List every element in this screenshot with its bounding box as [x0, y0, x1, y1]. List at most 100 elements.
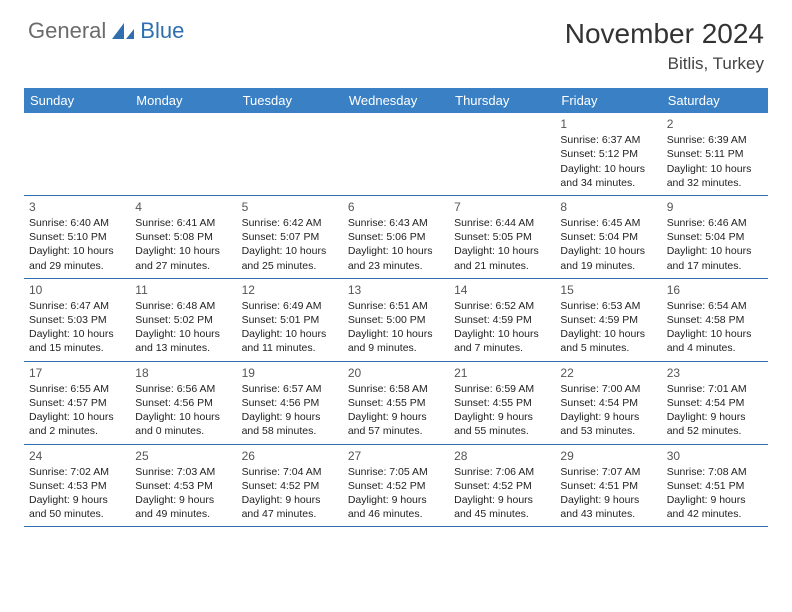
sunset-text: Sunset: 4:59 PM: [560, 313, 656, 327]
sunset-text: Sunset: 4:52 PM: [242, 479, 338, 493]
day-number: 15: [560, 282, 656, 298]
calendar: Sunday Monday Tuesday Wednesday Thursday…: [24, 88, 768, 527]
daylight-text: Daylight: 10 hours and 13 minutes.: [135, 327, 231, 355]
sunrise-text: Sunrise: 6:52 AM: [454, 299, 550, 313]
logo-text-general: General: [28, 18, 106, 44]
week-row: 1Sunrise: 6:37 AMSunset: 5:12 PMDaylight…: [24, 113, 768, 196]
day-number: 11: [135, 282, 231, 298]
day-number: 19: [242, 365, 338, 381]
day-cell: 26Sunrise: 7:04 AMSunset: 4:52 PMDayligh…: [237, 445, 343, 527]
day-cell: 2Sunrise: 6:39 AMSunset: 5:11 PMDaylight…: [662, 113, 768, 195]
day-cell: 3Sunrise: 6:40 AMSunset: 5:10 PMDaylight…: [24, 196, 130, 278]
day-cell: [343, 113, 449, 195]
sunrise-text: Sunrise: 6:49 AM: [242, 299, 338, 313]
sunrise-text: Sunrise: 6:40 AM: [29, 216, 125, 230]
week-row: 3Sunrise: 6:40 AMSunset: 5:10 PMDaylight…: [24, 196, 768, 279]
sunset-text: Sunset: 5:07 PM: [242, 230, 338, 244]
day-number: 6: [348, 199, 444, 215]
daylight-text: Daylight: 9 hours and 49 minutes.: [135, 493, 231, 521]
daylight-text: Daylight: 10 hours and 32 minutes.: [667, 162, 763, 190]
day-cell: [24, 113, 130, 195]
day-cell: 15Sunrise: 6:53 AMSunset: 4:59 PMDayligh…: [555, 279, 661, 361]
daylight-text: Daylight: 9 hours and 52 minutes.: [667, 410, 763, 438]
day-cell: 6Sunrise: 6:43 AMSunset: 5:06 PMDaylight…: [343, 196, 449, 278]
day-number: 23: [667, 365, 763, 381]
day-cell: 20Sunrise: 6:58 AMSunset: 4:55 PMDayligh…: [343, 362, 449, 444]
day-cell: 22Sunrise: 7:00 AMSunset: 4:54 PMDayligh…: [555, 362, 661, 444]
daylight-text: Daylight: 10 hours and 25 minutes.: [242, 244, 338, 272]
day-header: Thursday: [449, 88, 555, 113]
day-cell: 24Sunrise: 7:02 AMSunset: 4:53 PMDayligh…: [24, 445, 130, 527]
daylight-text: Daylight: 10 hours and 0 minutes.: [135, 410, 231, 438]
daylight-text: Daylight: 9 hours and 57 minutes.: [348, 410, 444, 438]
title-block: November 2024 Bitlis, Turkey: [565, 18, 764, 74]
location: Bitlis, Turkey: [565, 54, 764, 74]
day-header-row: Sunday Monday Tuesday Wednesday Thursday…: [24, 88, 768, 113]
sunset-text: Sunset: 4:51 PM: [667, 479, 763, 493]
sunrise-text: Sunrise: 7:00 AM: [560, 382, 656, 396]
daylight-text: Daylight: 10 hours and 27 minutes.: [135, 244, 231, 272]
day-number: 2: [667, 116, 763, 132]
sunrise-text: Sunrise: 6:48 AM: [135, 299, 231, 313]
daylight-text: Daylight: 10 hours and 5 minutes.: [560, 327, 656, 355]
sunset-text: Sunset: 4:51 PM: [560, 479, 656, 493]
sunrise-text: Sunrise: 7:06 AM: [454, 465, 550, 479]
sunrise-text: Sunrise: 6:41 AM: [135, 216, 231, 230]
day-cell: 9Sunrise: 6:46 AMSunset: 5:04 PMDaylight…: [662, 196, 768, 278]
week-row: 10Sunrise: 6:47 AMSunset: 5:03 PMDayligh…: [24, 279, 768, 362]
sunrise-text: Sunrise: 6:42 AM: [242, 216, 338, 230]
sunset-text: Sunset: 4:54 PM: [560, 396, 656, 410]
day-cell: 7Sunrise: 6:44 AMSunset: 5:05 PMDaylight…: [449, 196, 555, 278]
sail-icon: [110, 21, 136, 41]
day-cell: 16Sunrise: 6:54 AMSunset: 4:58 PMDayligh…: [662, 279, 768, 361]
sunset-text: Sunset: 4:57 PM: [29, 396, 125, 410]
sunrise-text: Sunrise: 6:51 AM: [348, 299, 444, 313]
day-number: 14: [454, 282, 550, 298]
week-row: 24Sunrise: 7:02 AMSunset: 4:53 PMDayligh…: [24, 445, 768, 528]
day-number: 24: [29, 448, 125, 464]
day-number: 3: [29, 199, 125, 215]
day-number: 20: [348, 365, 444, 381]
day-cell: 12Sunrise: 6:49 AMSunset: 5:01 PMDayligh…: [237, 279, 343, 361]
day-cell: 17Sunrise: 6:55 AMSunset: 4:57 PMDayligh…: [24, 362, 130, 444]
sunset-text: Sunset: 5:05 PM: [454, 230, 550, 244]
day-number: 21: [454, 365, 550, 381]
day-header: Sunday: [24, 88, 130, 113]
day-cell: 27Sunrise: 7:05 AMSunset: 4:52 PMDayligh…: [343, 445, 449, 527]
day-cell: 18Sunrise: 6:56 AMSunset: 4:56 PMDayligh…: [130, 362, 236, 444]
day-number: 26: [242, 448, 338, 464]
sunrise-text: Sunrise: 6:57 AM: [242, 382, 338, 396]
sunrise-text: Sunrise: 6:54 AM: [667, 299, 763, 313]
day-cell: 8Sunrise: 6:45 AMSunset: 5:04 PMDaylight…: [555, 196, 661, 278]
sunrise-text: Sunrise: 6:59 AM: [454, 382, 550, 396]
day-cell: 28Sunrise: 7:06 AMSunset: 4:52 PMDayligh…: [449, 445, 555, 527]
sunrise-text: Sunrise: 7:03 AM: [135, 465, 231, 479]
day-number: 4: [135, 199, 231, 215]
sunrise-text: Sunrise: 6:47 AM: [29, 299, 125, 313]
day-number: 22: [560, 365, 656, 381]
daylight-text: Daylight: 10 hours and 9 minutes.: [348, 327, 444, 355]
daylight-text: Daylight: 9 hours and 47 minutes.: [242, 493, 338, 521]
sunset-text: Sunset: 5:06 PM: [348, 230, 444, 244]
sunset-text: Sunset: 4:55 PM: [348, 396, 444, 410]
day-cell: 30Sunrise: 7:08 AMSunset: 4:51 PMDayligh…: [662, 445, 768, 527]
day-cell: 21Sunrise: 6:59 AMSunset: 4:55 PMDayligh…: [449, 362, 555, 444]
sunrise-text: Sunrise: 7:07 AM: [560, 465, 656, 479]
sunrise-text: Sunrise: 6:53 AM: [560, 299, 656, 313]
day-cell: [130, 113, 236, 195]
sunrise-text: Sunrise: 6:55 AM: [29, 382, 125, 396]
sunrise-text: Sunrise: 7:01 AM: [667, 382, 763, 396]
daylight-text: Daylight: 10 hours and 21 minutes.: [454, 244, 550, 272]
day-number: 8: [560, 199, 656, 215]
sunset-text: Sunset: 4:53 PM: [135, 479, 231, 493]
day-number: 12: [242, 282, 338, 298]
week-row: 17Sunrise: 6:55 AMSunset: 4:57 PMDayligh…: [24, 362, 768, 445]
day-number: 13: [348, 282, 444, 298]
sunset-text: Sunset: 5:08 PM: [135, 230, 231, 244]
day-cell: 10Sunrise: 6:47 AMSunset: 5:03 PMDayligh…: [24, 279, 130, 361]
day-header: Friday: [555, 88, 661, 113]
day-cell: 14Sunrise: 6:52 AMSunset: 4:59 PMDayligh…: [449, 279, 555, 361]
sunrise-text: Sunrise: 7:05 AM: [348, 465, 444, 479]
day-number: 18: [135, 365, 231, 381]
sunset-text: Sunset: 4:52 PM: [348, 479, 444, 493]
